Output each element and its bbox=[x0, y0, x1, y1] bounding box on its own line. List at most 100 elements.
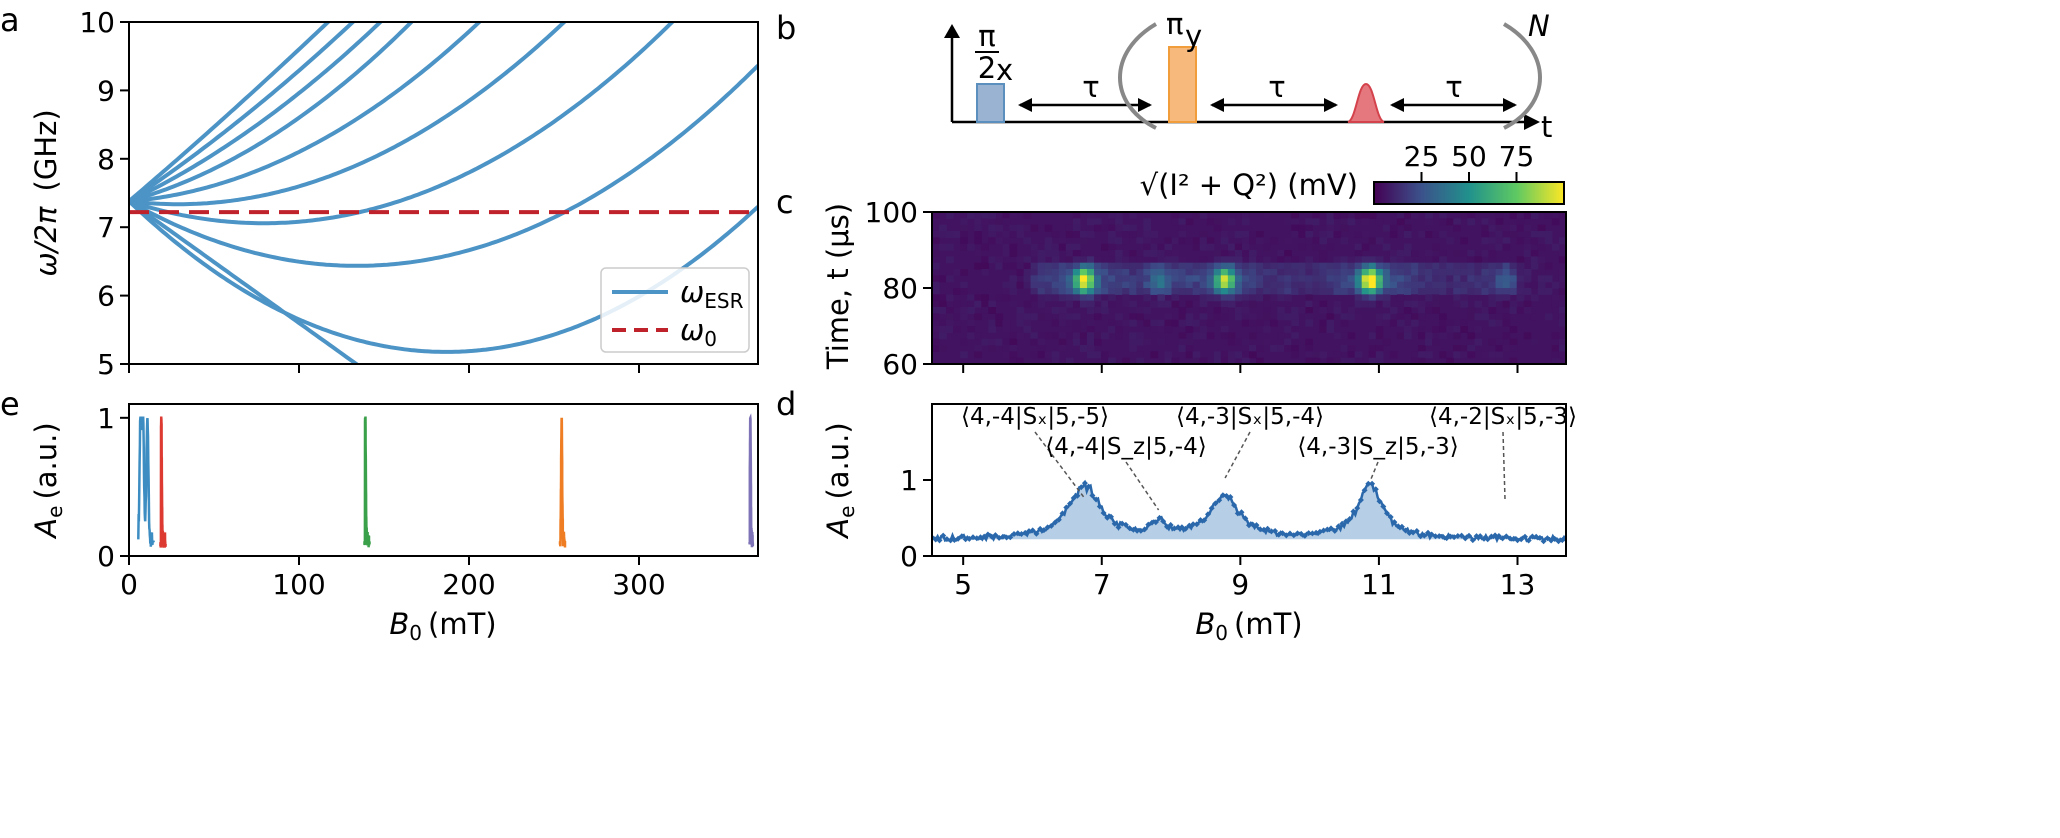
heatmap-cell bbox=[1432, 294, 1440, 302]
heatmap-cell bbox=[1086, 275, 1095, 283]
spectrum-marker bbox=[1134, 527, 1141, 534]
heatmap-cell bbox=[939, 275, 947, 283]
heatmap-cell bbox=[939, 294, 947, 302]
heatmap-cell bbox=[1023, 357, 1032, 365]
heatmap-cell bbox=[1418, 307, 1426, 314]
heatmap-cell bbox=[1439, 351, 1447, 359]
panel-e-xlabel: B0 (mT) bbox=[389, 607, 496, 645]
heatmap-cell bbox=[1474, 262, 1483, 270]
heatmap-cell bbox=[1044, 262, 1053, 270]
heatmap-cell bbox=[1523, 275, 1532, 283]
heatmap-cell bbox=[1354, 231, 1363, 238]
heatmap-cell bbox=[1143, 262, 1151, 270]
spectrum-marker bbox=[1525, 537, 1532, 544]
heatmap-cell bbox=[1178, 256, 1187, 264]
heatmap-cell bbox=[1009, 338, 1018, 346]
heatmap-cell bbox=[1375, 319, 1384, 327]
heatmap-cell bbox=[1446, 237, 1454, 245]
heatmap-cell bbox=[1249, 269, 1257, 276]
heatmap-cell bbox=[1537, 288, 1546, 295]
heatmap-cell bbox=[1051, 250, 1060, 257]
heatmap-cell bbox=[1192, 351, 1201, 359]
heatmap-cell bbox=[1305, 319, 1313, 327]
heatmap-cell bbox=[1115, 218, 1123, 226]
heatmap-cell bbox=[1277, 332, 1285, 340]
heatmap-cell bbox=[1037, 269, 1046, 276]
heatmap-cell bbox=[1185, 313, 1194, 321]
heatmap-cell bbox=[1403, 288, 1412, 295]
heatmap-cell bbox=[1058, 319, 1067, 327]
colorbar-label: √(I² + Q²) (mV) bbox=[1140, 168, 1358, 202]
heatmap-cell bbox=[1129, 256, 1137, 264]
heatmap-cell bbox=[1178, 338, 1187, 346]
heatmap-cell bbox=[1129, 269, 1137, 276]
heatmap-cell bbox=[1122, 275, 1130, 283]
heatmap-cell bbox=[1016, 231, 1025, 238]
heatmap-cell bbox=[1333, 332, 1342, 340]
pulse-pi-half-x bbox=[976, 83, 1005, 123]
heatmap-cell bbox=[1185, 218, 1194, 226]
spectrum-marker bbox=[1208, 505, 1215, 512]
heatmap-cell bbox=[1403, 281, 1412, 289]
heatmap-cell bbox=[1023, 281, 1032, 289]
repeat-count-label: N bbox=[1528, 9, 1550, 43]
heatmap-cell bbox=[1502, 313, 1511, 321]
spectrum-marker bbox=[1078, 484, 1085, 491]
spectrum-marker bbox=[1305, 530, 1312, 537]
heatmap-cell bbox=[1305, 269, 1313, 276]
heatmap-cell bbox=[981, 338, 989, 346]
heatmap-cell bbox=[1502, 332, 1511, 340]
heatmap-cell bbox=[1418, 326, 1426, 333]
heatmap-cell bbox=[1530, 338, 1539, 346]
heatmap-cell bbox=[1051, 351, 1060, 359]
heatmap-cell bbox=[1361, 243, 1370, 251]
heatmap-cell bbox=[1326, 224, 1335, 232]
heatmap-cell bbox=[1079, 345, 1088, 352]
heatmap-cell bbox=[1460, 275, 1468, 283]
heatmap-cell bbox=[1185, 281, 1194, 289]
heatmap-cell bbox=[1171, 294, 1180, 302]
heatmap-cell bbox=[1256, 256, 1264, 264]
heatmap-cell bbox=[1361, 281, 1370, 289]
heatmap-cell bbox=[1488, 275, 1497, 283]
heatmap-cell bbox=[974, 351, 982, 359]
heatmap-cell bbox=[1481, 237, 1490, 245]
heatmap-cell bbox=[1305, 313, 1313, 321]
spectrum-marker bbox=[1268, 528, 1275, 535]
heatmap-cell bbox=[1284, 294, 1292, 302]
heatmap-cell bbox=[1361, 269, 1370, 276]
heatmap-cell bbox=[1263, 269, 1271, 276]
heatmap-cell bbox=[1072, 294, 1081, 302]
panel-label-a: a bbox=[0, 1, 20, 39]
panel-a-y-tick-label: 8 bbox=[97, 143, 115, 176]
heatmap-cell bbox=[1051, 231, 1060, 238]
heatmap-cell bbox=[1249, 231, 1257, 238]
heatmap-cell bbox=[960, 338, 968, 346]
heatmap-cell bbox=[974, 332, 982, 340]
heatmap-cell bbox=[1439, 231, 1447, 238]
heatmap-cell bbox=[974, 250, 982, 257]
heatmap-cell bbox=[1305, 294, 1313, 302]
heatmap-cell bbox=[1375, 218, 1384, 226]
heatmap-cell bbox=[1122, 224, 1130, 232]
heatmap-cell bbox=[1044, 313, 1053, 321]
heatmap-cell bbox=[995, 218, 1004, 226]
heatmap-cell bbox=[1277, 275, 1285, 283]
panel-a-ticks: 5 6 7 8 9 10 bbox=[79, 6, 640, 381]
heatmap-cell bbox=[1143, 307, 1151, 314]
heatmap-cell bbox=[1467, 269, 1476, 276]
heatmap-cell bbox=[1544, 262, 1553, 270]
heatmap-cell bbox=[981, 212, 989, 219]
heatmap-cell bbox=[1460, 281, 1468, 289]
heatmap-cell bbox=[1523, 307, 1532, 314]
heatmap-cell bbox=[1016, 319, 1025, 327]
heatmap-cell bbox=[1488, 237, 1497, 245]
heatmap-cell bbox=[1403, 250, 1412, 257]
heatmap-cell bbox=[1453, 288, 1461, 295]
spectrum-marker bbox=[1384, 510, 1390, 517]
heatmap-cell bbox=[1227, 218, 1236, 226]
heatmap-cell bbox=[1136, 262, 1144, 270]
heatmap-cell bbox=[1178, 269, 1187, 276]
heatmap-cell bbox=[1234, 307, 1243, 314]
heatmap-cell bbox=[1495, 288, 1504, 295]
